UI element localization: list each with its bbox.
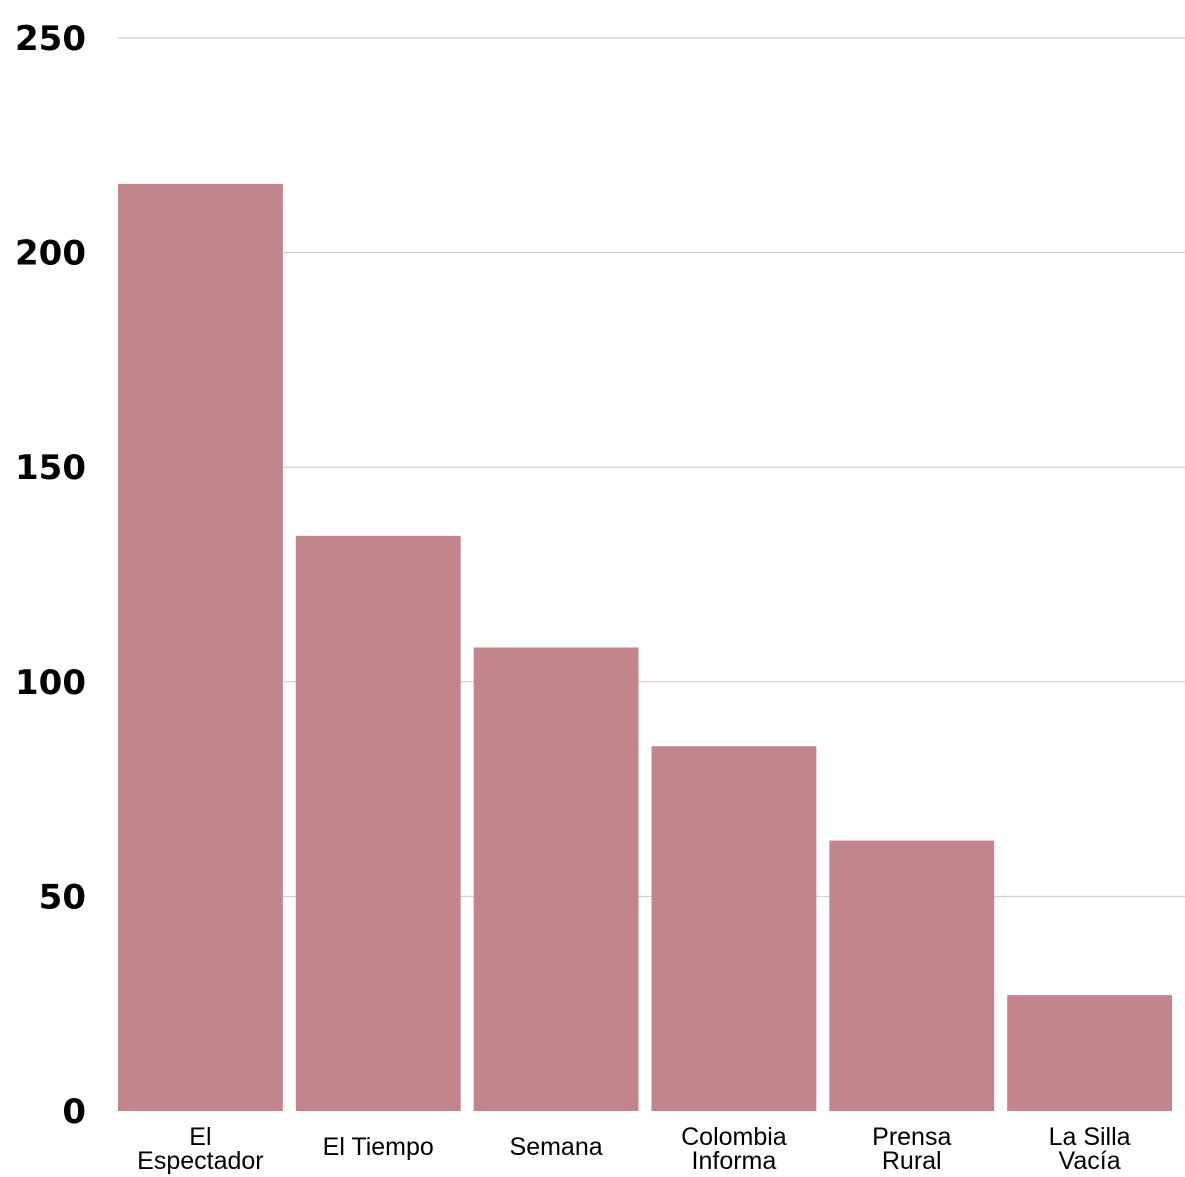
x-tick-label: El Tiempo [323,1133,434,1161]
x-tick-label: Prensa Rural [872,1123,951,1175]
y-tick-label: 250 [15,19,86,59]
bar [118,183,283,1112]
x-tick-label: Colombia Informa [681,1123,787,1175]
x-tick-label: Semana [510,1133,603,1161]
bar [1007,995,1172,1111]
bar [651,746,817,1111]
x-axis-ticks: El Espectador El Tiempo Semana Colombia Infor… [137,1123,1130,1175]
bar [473,647,639,1111]
y-tick-label: 200 [15,234,86,274]
bars [118,183,1172,1112]
x-tick-label: El Espectador [137,1123,263,1175]
y-tick-label: 100 [15,663,86,703]
y-tick-label: 50 [39,877,86,917]
y-tick-label: 150 [15,448,86,488]
bar [295,535,461,1111]
bar [829,840,995,1111]
y-tick-label: 0 [62,1092,86,1132]
y-axis-ticks: 0 50 100 150 200 250 [15,19,86,1132]
x-tick-label: La Silla Vacía [1049,1123,1131,1175]
